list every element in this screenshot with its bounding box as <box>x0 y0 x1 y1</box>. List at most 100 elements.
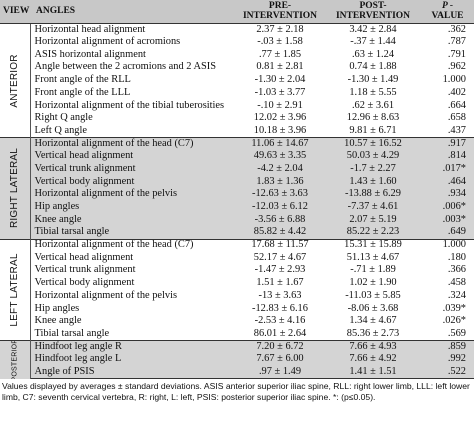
table-row: ANTERIOR Horizontal head alignment 2.37 ± … <box>0 22 474 138</box>
table-row: Left Q angle 10.18 ± 3.96 9.81 ± 6.71 .437 <box>0 125 474 138</box>
pre-value-cell: 11.06 ± 14.67 <box>235 137 325 151</box>
p-value-cell: .814 <box>421 150 474 164</box>
p-value-cell: 1.000 <box>421 238 474 252</box>
post-value-cell: 7.66 ± 4.93 <box>325 340 421 354</box>
angle-cell: Hindfoot leg angle R <box>29 340 235 354</box>
table-figure: VIEW ANGLES PRE- INTERVENTION POST- INTE… <box>0 0 474 402</box>
pre-value-cell: -2.53 ± 4.16 <box>254 315 306 327</box>
pre-value-cell: -1.47 ± 2.93 <box>254 264 306 276</box>
view-label-cell: RIGHT LATERAL <box>0 137 31 240</box>
view-label-cell: POSTERIOR <box>0 340 31 379</box>
table-row: RIGHT LATERAL Horizontal alignment of the… <box>0 137 474 240</box>
header-post-intervention: POST- INTERVENTION <box>325 0 421 24</box>
view-label-cell: ANTERIOR <box>0 22 31 138</box>
p-value-cell: .649 <box>421 226 474 240</box>
post-value-cell: 1.34 ± 4.67 <box>349 315 397 327</box>
p-value-cell: .522 <box>421 366 474 380</box>
pre-value-cell: 85.82 ± 4.42 <box>235 226 325 240</box>
post-value-cell: -1.7 ± 2.27 <box>325 163 421 176</box>
view-group: ANTERIOR Horizontal head alignment 2.37 ± … <box>0 22 474 138</box>
view-group: POSTERIOR Hindfoot leg angle R 7.20 ± 6.72… <box>0 340 474 380</box>
angle-cell: Horizontal alignment of the tibial tuber… <box>29 99 235 113</box>
pre-value-cell: -.03 ± 1.58 <box>257 36 303 48</box>
angle-cell: Horizontal alignment of the pelvis <box>29 188 235 202</box>
angle-cell: Horizontal alignment of acromions <box>29 36 235 49</box>
header-angles: ANGLES <box>30 0 235 24</box>
post-value-cell: 7.66 ± 4.92 <box>325 353 421 367</box>
post-value-cell: 85.22 ± 2.23 <box>325 226 421 240</box>
post-value-cell: 1.02 ± 1.90 <box>349 277 397 289</box>
pre-value-cell: 52.17 ± 4.67 <box>253 251 307 263</box>
post-value-cell: -.37 ± 1.44 <box>350 36 396 48</box>
p-value-cell: .787 <box>447 36 466 48</box>
angle-cell: Tibial tarsal angle <box>29 226 235 240</box>
header-p-line1: P - <box>442 1 453 12</box>
angle-cell: Horizontal head alignment <box>29 23 235 37</box>
angle-cell: Horizontal alignment of the pelvis <box>29 289 235 303</box>
pre-value-cell: 49.63 ± 3.35 <box>235 150 325 164</box>
view-label: POSTERIOR <box>11 340 19 379</box>
pre-value-cell: 2.37 ± 2.18 <box>235 23 325 37</box>
angle-cell: ASIS horizontal alignment <box>29 48 235 62</box>
header-p-line2: VALUE <box>431 10 464 21</box>
table-row: Vertical head alignment 49.63 ± 3.35 50.03… <box>0 150 474 164</box>
pre-value-cell: -12.83 ± 6.16 <box>252 302 308 314</box>
header-pre-intervention: PRE- INTERVENTION <box>235 0 325 24</box>
post-value-cell: -11.03 ± 5.85 <box>345 289 401 301</box>
table-row: Horizontal alignment of acromions -.03 ± … <box>0 36 474 49</box>
p-value-cell: .366 <box>447 264 466 276</box>
header-post-line2: INTERVENTION <box>335 10 411 21</box>
angle-cell: Vertical trunk alignment <box>29 163 235 176</box>
post-value-cell: -13.88 ± 6.29 <box>325 188 421 202</box>
view-label: ANTERIOR <box>8 53 20 108</box>
post-value-cell: 3.42 ± 2.84 <box>325 23 421 37</box>
post-value-cell: 50.03 ± 4.29 <box>325 150 421 164</box>
table-row: Horizontal alignment of the pelvis -12.63… <box>0 188 474 202</box>
post-value-cell: 12.96 ± 8.63 <box>346 112 400 124</box>
post-value-cell: 9.81 ± 6.71 <box>349 125 397 136</box>
p-value-cell: .324 <box>447 289 466 301</box>
post-value-cell: -7.37 ± 4.61 <box>325 201 421 214</box>
angle-cell: Front angle of the RLL <box>29 74 235 87</box>
view-label: LEFT LATERAL <box>8 253 20 327</box>
angle-cell: Vertical head alignment <box>29 150 235 164</box>
table-row: Vertical head alignment 52.17 ± 4.67 51.13… <box>0 251 474 265</box>
view-label-cell: LEFT LATERAL <box>0 238 31 341</box>
table-row: Front angle of the RLL -1.30 ± 2.04 -1.30 … <box>0 74 474 87</box>
p-value-cell: .180 <box>447 251 466 263</box>
pre-value-cell: -1.03 ± 3.77 <box>254 86 306 98</box>
post-value-cell: .62 ± 3.61 <box>351 99 395 111</box>
angle-cell: Hip angles <box>29 201 235 214</box>
p-value-cell: .992 <box>421 353 474 367</box>
pre-value-cell: -4.2 ± 2.04 <box>235 163 325 176</box>
post-value-cell: -1.30 ± 1.49 <box>347 74 399 86</box>
p-value-cell: .917 <box>421 137 474 151</box>
pre-value-cell: 7.20 ± 6.72 <box>235 340 325 354</box>
pre-value-cell: 1.83 ± 1.36 <box>235 175 325 189</box>
p-value-cell: .962 <box>447 61 466 73</box>
table-row: Tibial tarsal angle 85.82 ± 4.42 85.22 ± 2… <box>0 226 474 240</box>
view-label: RIGHT LATERAL <box>8 148 20 229</box>
post-value-cell: 51.13 ± 4.67 <box>346 251 400 263</box>
post-value-cell: .63 ± 1.24 <box>351 48 395 60</box>
p-value-cell: .017* <box>421 163 474 176</box>
angle-cell: Left Q angle <box>29 125 235 138</box>
p-value-cell: 1.000 <box>442 74 466 86</box>
pre-value-cell: 12.02 ± 3.96 <box>253 112 307 124</box>
p-value-cell: .437 <box>447 125 466 136</box>
pre-value-cell: 17.68 ± 11.57 <box>235 238 325 252</box>
table-row: Vertical body alignment 1.83 ± 1.36 1.43 ±… <box>0 175 474 189</box>
table-row: Angle of PSIS .97 ± 1.49 1.41 ± 1.51.522 <box>0 366 474 380</box>
pre-value-cell: 10.18 ± 3.96 <box>253 125 307 136</box>
post-value-cell: 1.18 ± 5.55 <box>349 86 397 98</box>
angle-cell: Horizontal alignment of the head (C7) <box>29 137 235 151</box>
post-value-cell: 1.43 ± 1.60 <box>325 175 421 189</box>
pre-value-cell: -13 ± 3.63 <box>258 289 302 301</box>
table-row: Angle between the 2 acromions and 2 ASIS… <box>0 61 474 75</box>
table-row: Front angle of the LLL -1.03 ± 3.77 1.18 ±… <box>0 86 474 100</box>
table-row: LEFT LATERAL Horizontal alignment of the … <box>0 238 474 341</box>
table-row: POSTERIOR Hindfoot leg angle R 7.20 ± 6.72… <box>0 340 474 379</box>
angle-cell: Vertical trunk alignment <box>29 264 235 278</box>
header-p-value: P - VALUE <box>421 0 474 24</box>
header-post-line1: POST- <box>359 1 387 12</box>
